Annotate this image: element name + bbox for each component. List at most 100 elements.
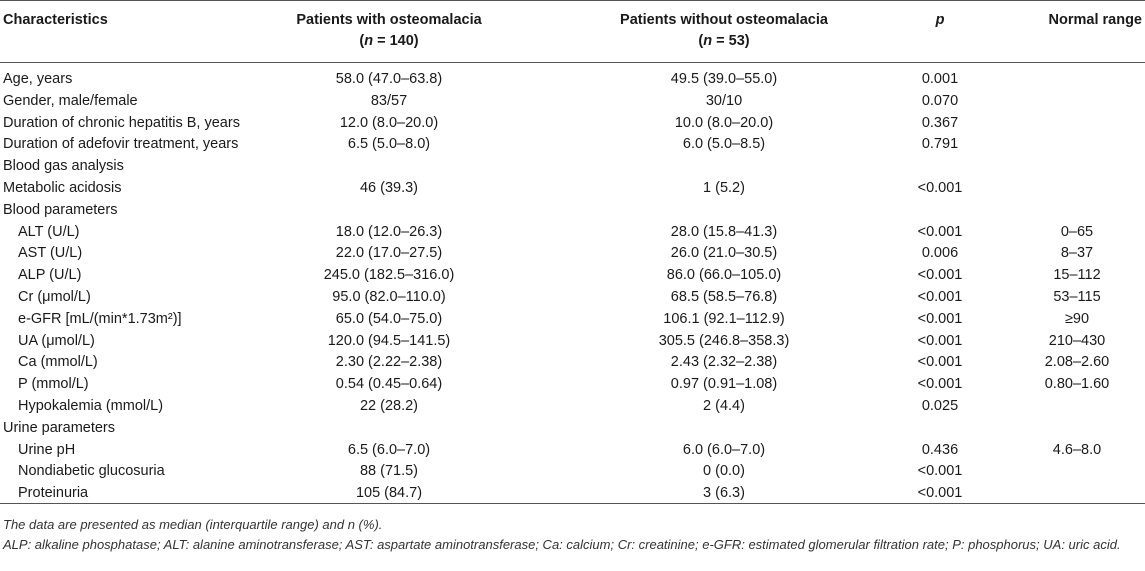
table-row: Metabolic acidosis 46 (39.3) 1 (5.2) <0.001 [0,178,1145,200]
cell-without-osteomalacia: 86.0 (66.0–105.0) [666,267,782,284]
table-header-rule [0,62,1145,63]
n-italic: n [364,33,374,49]
table-row: Proteinuria 105 (84.7) 3 (6.3) <0.001 [0,483,1145,505]
cell-p-value: 0.025 [921,397,959,414]
table-row: Urine parameters [0,418,1145,440]
n-value: = 140) [373,33,419,49]
cell-with-osteomalacia: 58.0 (47.0–63.8) [335,71,443,87]
cell-with-osteomalacia: 22 (28.2) [359,397,419,414]
table-row: Nondiabetic glucosuria 88 (71.5) 0 (0.0) <0… [0,461,1145,483]
cell-p-value: <0.001 [917,179,963,196]
table-row: e-GFR [mL/(min*1.73m²)] 65.0 (54.0–75.0) 1… [0,309,1145,331]
cell-with-osteomalacia: 0.54 (0.45–0.64) [335,376,443,393]
cell-p-value: <0.001 [917,288,963,305]
cell-p-value: <0.001 [917,332,963,349]
cell-with-osteomalacia: 46 (39.3) [359,179,419,196]
table-row: Blood gas analysis [0,156,1145,178]
cell-with-osteomalacia: 88 (71.5) [359,463,419,480]
cell-normal-range: 0–65 [1060,223,1094,240]
cell-with-osteomalacia: 120.0 (94.5–141.5) [327,332,451,349]
cell-with-osteomalacia: 2.30 (2.22–2.38) [335,354,443,371]
cell-without-osteomalacia: 30/10 [705,92,743,109]
cell-normal-range: 53–115 [1053,288,1101,305]
table-row: ALT (U/L) 18.0 (12.0–26.3) 28.0 (15.8–41.3… [0,222,1145,244]
row-label: Nondiabetic glucosuria [18,463,165,480]
cell-with-osteomalacia: 6.5 (5.0–8.0) [347,136,431,153]
header-without-n: (n = 53) [595,31,853,52]
table-row: AST (U/L) 22.0 (17.0–27.5) 26.0 (21.0–30.5… [0,243,1145,265]
table-row: Age, years 58.0 (47.0–63.8) 49.5 (39.0–55.… [0,69,1145,91]
open-paren: ( [698,33,704,49]
cell-p-value: <0.001 [917,354,963,371]
cell-without-osteomalacia: 28.0 (15.8–41.3) [670,223,778,240]
cell-with-osteomalacia: 18.0 (12.0–26.3) [335,223,443,240]
footnote-data-presentation: The data are presented as median (interq… [3,517,383,532]
cell-without-osteomalacia: 3 (6.3) [703,485,745,502]
cell-p-value: <0.001 [917,223,963,240]
row-label: Urine pH [18,441,76,458]
header-with-n: (n = 140) [260,31,518,52]
cell-p-value: <0.001 [917,376,963,393]
row-label: e-GFR [mL/(min*1.73m²)] [18,310,182,327]
row-label: Proteinuria [18,485,89,502]
cell-with-osteomalacia: 105 (84.7) [355,485,423,502]
row-label: ALT (U/L) [18,223,80,240]
n-value: = 53) [712,33,750,49]
row-label: Duration of chronic hepatitis B, years [3,114,240,131]
header-with-label: Patients with osteomalacia [296,12,482,28]
cell-p-value: 0.367 [921,114,959,131]
cell-p-value: 0.070 [921,92,959,109]
table-row: Ca (mmol/L) 2.30 (2.22–2.38) 2.43 (2.32–2.… [0,352,1145,374]
table-row: ALP (U/L) 245.0 (182.5–316.0) 86.0 (66.0–1… [0,265,1145,287]
footnote-abbreviations: ALP: alkaline phosphatase; ALT: alanine … [3,537,1121,552]
table-row: UA (μmol/L) 120.0 (94.5–141.5) 305.5 (246.… [0,331,1145,353]
cell-normal-range: 0.80–1.60 [1044,376,1110,393]
cell-normal-range: 15–112 [1053,267,1101,284]
cell-p-value: 0.006 [921,245,959,262]
cell-without-osteomalacia: 1 (5.2) [703,179,745,196]
row-label: UA (μmol/L) [18,332,95,349]
header-without-label: Patients without osteomalacia [620,12,828,28]
row-label: Blood parameters [3,201,118,218]
cell-p-value: 0.001 [921,71,959,87]
cell-with-osteomalacia: 22.0 (17.0–27.5) [335,245,443,262]
cell-p-value: <0.001 [917,485,963,502]
cell-with-osteomalacia: 245.0 (182.5–316.0) [323,267,455,284]
header-normal-range: Normal range [1048,12,1142,28]
table-body: Age, years 58.0 (47.0–63.8) 49.5 (39.0–55.… [0,69,1145,505]
cell-without-osteomalacia: 10.0 (8.0–20.0) [674,114,774,131]
table-row: Hypokalemia (mmol/L) 22 (28.2) 2 (4.4) 0.02… [0,396,1145,418]
cell-without-osteomalacia: 26.0 (21.0–30.5) [670,245,778,262]
cell-with-osteomalacia: 12.0 (8.0–20.0) [339,114,439,131]
open-paren: ( [359,33,365,49]
cell-without-osteomalacia: 2.43 (2.32–2.38) [670,354,778,371]
cell-without-osteomalacia: 6.0 (6.0–7.0) [682,441,766,458]
cell-without-osteomalacia: 0 (0.0) [703,463,745,480]
table-row: Duration of adefovir treatment, years 6.5… [0,134,1145,156]
table-row: Urine pH 6.5 (6.0–7.0) 6.0 (6.0–7.0) 0.436 4… [0,440,1145,462]
cell-with-osteomalacia: 65.0 (54.0–75.0) [335,310,443,327]
row-label: AST (U/L) [18,245,83,262]
cell-without-osteomalacia: 6.0 (5.0–8.5) [682,136,766,153]
cell-without-osteomalacia: 68.5 (58.5–76.8) [670,288,778,305]
row-label: Blood gas analysis [3,158,124,175]
header-with-osteomalacia: Patients with osteomalacia (n = 140) [260,10,518,52]
n-italic: n [703,33,713,49]
row-label: Hypokalemia (mmol/L) [18,397,164,414]
row-label: Ca (mmol/L) [18,354,98,371]
row-label: Duration of adefovir treatment, years [3,136,239,153]
header-characteristics: Characteristics [3,12,108,28]
cell-normal-range: 4.6–8.0 [1052,441,1102,458]
table-top-rule [0,0,1145,1]
row-label: ALP (U/L) [18,267,82,284]
cell-with-osteomalacia: 6.5 (6.0–7.0) [347,441,431,458]
cell-p-value: 0.436 [921,441,959,458]
table-row: Blood parameters [0,200,1145,222]
header-p: p [935,12,945,28]
row-label: Cr (μmol/L) [18,288,91,305]
row-label: Metabolic acidosis [3,179,122,196]
row-label: Urine parameters [3,419,116,436]
cell-normal-range: 210–430 [1048,332,1106,349]
cell-without-osteomalacia: 305.5 (246.8–358.3) [658,332,790,349]
table-row: Gender, male/female 83/57 30/10 0.070 [0,91,1145,113]
